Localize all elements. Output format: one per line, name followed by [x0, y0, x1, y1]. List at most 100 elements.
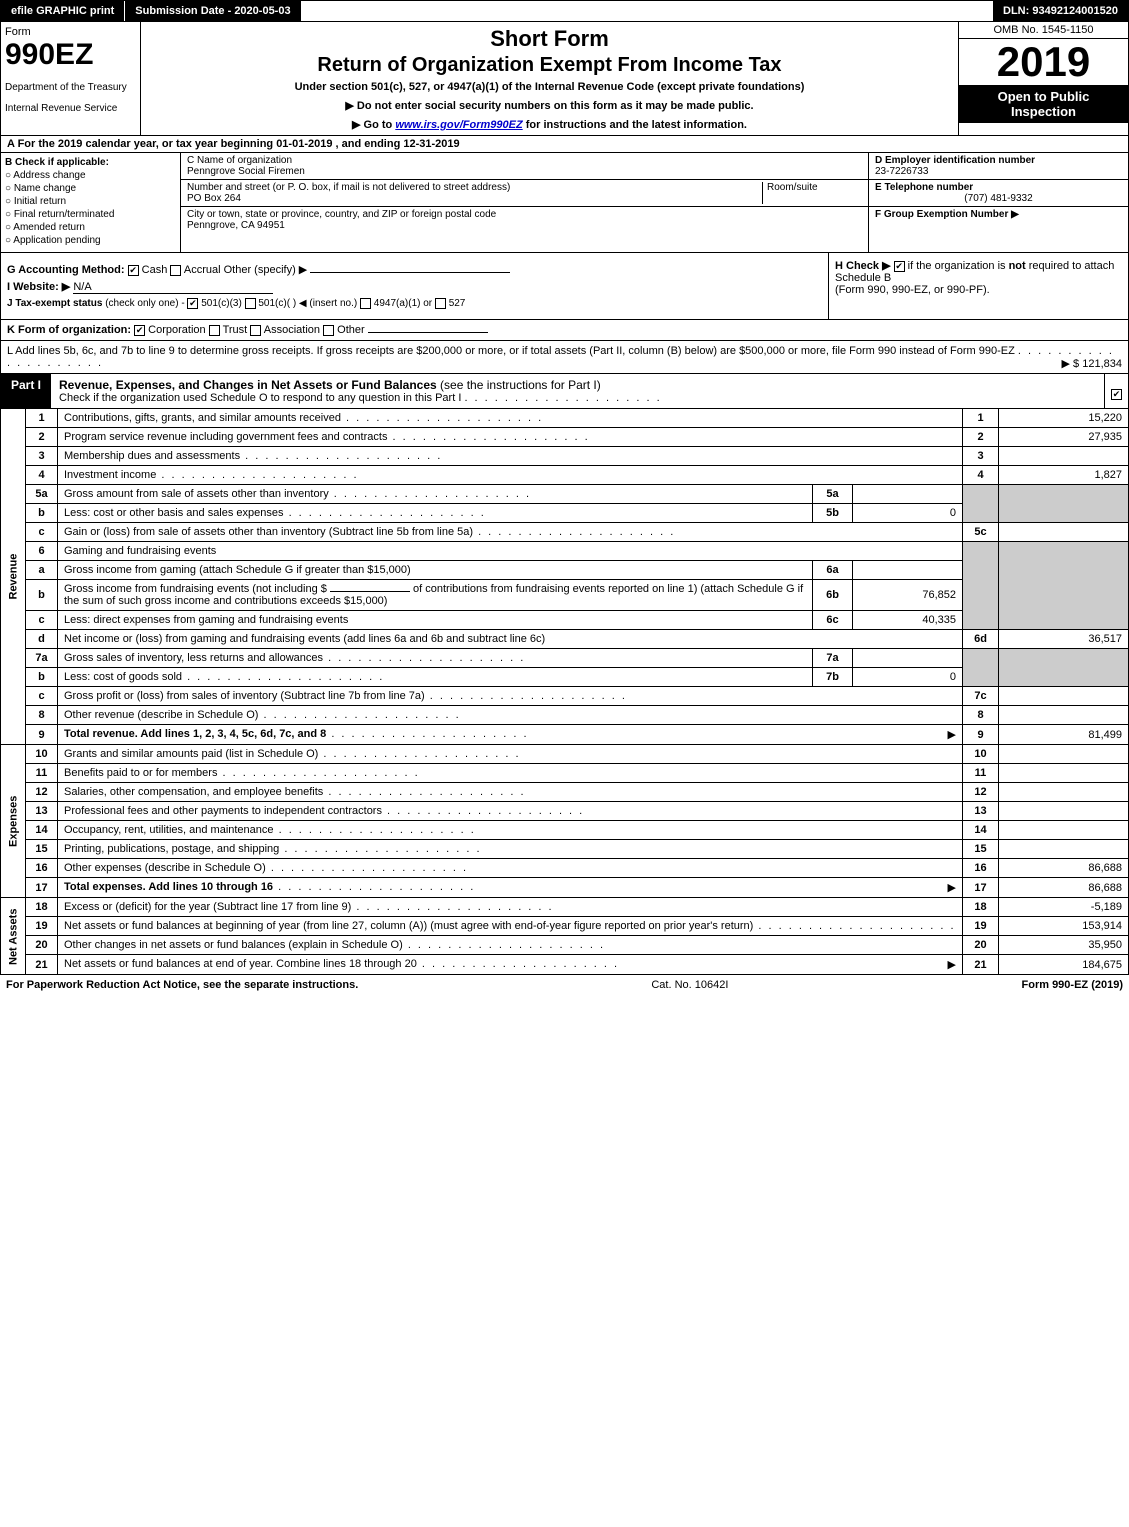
- tax-year: 2019: [959, 39, 1128, 85]
- chk-address-change[interactable]: Address change: [5, 170, 176, 181]
- table-row: c Gross profit or (loss) from sales of i…: [1, 687, 1129, 706]
- e-phone-value: (707) 481-9332: [875, 193, 1122, 204]
- table-row: b Less: cost of goods sold 7b 0: [1, 668, 1129, 687]
- g-other: Other (specify) ▶: [224, 264, 308, 276]
- j-opt4: 527: [449, 298, 466, 309]
- goto-post: for instructions and the latest informat…: [526, 119, 747, 131]
- k-other: Other: [337, 324, 365, 336]
- chk-accrual[interactable]: [170, 265, 181, 276]
- h-not: not: [1009, 260, 1026, 272]
- table-row: 14 Occupancy, rent, utilities, and maint…: [1, 821, 1129, 840]
- c-name-label: C Name of organization: [187, 155, 292, 166]
- expenses-side-label: Expenses: [1, 745, 26, 898]
- addr-value: PO Box 264: [187, 193, 762, 204]
- l-arrow: ▶ $: [1062, 358, 1080, 370]
- part-1-tag: Part I: [1, 374, 51, 408]
- block-c-org-info: C Name of organization Penngrove Social …: [181, 153, 868, 252]
- line-6b-blank[interactable]: [330, 591, 410, 592]
- chk-527[interactable]: [435, 298, 446, 309]
- l-text: L Add lines 5b, 6c, and 7b to line 9 to …: [7, 345, 1015, 357]
- row-l: L Add lines 5b, 6c, and 7b to line 9 to …: [0, 341, 1129, 374]
- open-to-public: Open to Public Inspection: [959, 85, 1128, 123]
- table-row: Expenses 10 Grants and similar amounts p…: [1, 745, 1129, 764]
- header-left: Form 990EZ Department of the Treasury In…: [1, 22, 141, 135]
- table-row: 3 Membership dues and assessments 3: [1, 447, 1129, 466]
- chk-501c3[interactable]: [187, 298, 198, 309]
- header-center: Short Form Return of Organization Exempt…: [141, 22, 958, 135]
- table-row: Net Assets 18 Excess or (deficit) for th…: [1, 898, 1129, 917]
- line-rval: 15,220: [999, 409, 1129, 428]
- c-name-value: Penngrove Social Firemen: [187, 166, 862, 177]
- e-phone-label: E Telephone number: [875, 182, 973, 193]
- table-row: 6 Gaming and fundraising events: [1, 542, 1129, 561]
- k-trust: Trust: [223, 324, 248, 336]
- line-rnum: 1: [963, 409, 999, 428]
- k-other-input[interactable]: [368, 332, 488, 333]
- l-amount: 121,834: [1082, 358, 1122, 370]
- j-opt3: 4947(a)(1) or: [374, 298, 432, 309]
- chk-cash[interactable]: [128, 265, 139, 276]
- chk-amended-return[interactable]: Amended return: [5, 222, 176, 233]
- block-gij-left: G Accounting Method: Cash Accrual Other …: [1, 253, 828, 319]
- table-row: 2 Program service revenue including gove…: [1, 428, 1129, 447]
- chk-name-change[interactable]: Name change: [5, 183, 176, 194]
- chk-corporation[interactable]: [134, 325, 145, 336]
- line-num: 1: [26, 409, 58, 428]
- line-desc: Contributions, gifts, grants, and simila…: [64, 412, 341, 424]
- subtitle: Under section 501(c), 527, or 4947(a)(1)…: [149, 81, 950, 93]
- part-1-check-line: Check if the organization used Schedule …: [59, 392, 461, 404]
- addr-label: Number and street (or P. O. box, if mail…: [187, 182, 510, 193]
- block-b-through-f: B Check if applicable: Address change Na…: [0, 153, 1129, 253]
- b-title: B Check if applicable:: [5, 157, 109, 168]
- footer-right: Form 990-EZ (2019): [1022, 979, 1124, 991]
- j-opt1: 501(c)(3): [201, 298, 242, 309]
- chk-association[interactable]: [250, 325, 261, 336]
- h-text3: (Form 990, 990-EZ, or 990-PF).: [835, 284, 990, 296]
- part-1-schedule-o-checkbox[interactable]: [1104, 374, 1128, 408]
- i-website-value: N/A: [73, 281, 273, 294]
- chk-h[interactable]: [894, 261, 905, 272]
- footer-left: For Paperwork Reduction Act Notice, see …: [6, 979, 358, 991]
- table-row: 5a Gross amount from sale of assets othe…: [1, 485, 1129, 504]
- warn-goto: ▶ Go to www.irs.gov/Form990EZ for instru…: [149, 118, 950, 131]
- topbar: efile GRAPHIC print Submission Date - 20…: [0, 0, 1129, 22]
- table-row: b Gross income from fundraising events (…: [1, 580, 1129, 611]
- header-right: OMB No. 1545-1150 2019 Open to Public In…: [958, 22, 1128, 135]
- g-other-input[interactable]: [310, 272, 510, 273]
- chk-501c[interactable]: [245, 298, 256, 309]
- table-row: c Gain or (loss) from sale of assets oth…: [1, 523, 1129, 542]
- chk-other[interactable]: [323, 325, 334, 336]
- table-row: 16 Other expenses (describe in Schedule …: [1, 859, 1129, 878]
- table-row: 21 Net assets or fund balances at end of…: [1, 955, 1129, 975]
- j-sub: (check only one) -: [105, 298, 187, 309]
- chk-application-pending[interactable]: Application pending: [5, 235, 176, 246]
- block-b-checkboxes: B Check if applicable: Address change Na…: [1, 153, 181, 252]
- part-1-title-sub: (see the instructions for Part I): [440, 378, 601, 392]
- irs-link[interactable]: www.irs.gov/Form990EZ: [395, 119, 522, 131]
- chk-initial-return[interactable]: Initial return: [5, 196, 176, 207]
- form-word: Form: [5, 26, 136, 38]
- efile-graphic-print-button[interactable]: efile GRAPHIC print: [1, 1, 125, 21]
- k-corp: Corporation: [148, 324, 205, 336]
- chk-4947[interactable]: [360, 298, 371, 309]
- chk-final-return[interactable]: Final return/terminated: [5, 209, 176, 220]
- net-assets-side-label: Net Assets: [1, 898, 26, 975]
- table-row: 7a Gross sales of inventory, less return…: [1, 649, 1129, 668]
- footer-cat-no: Cat. No. 10642I: [358, 979, 1021, 991]
- j-tax-exempt-label: J Tax-exempt status: [7, 298, 102, 309]
- submission-date-label: Submission Date - 2020-05-03: [125, 1, 300, 21]
- department-label: Department of the Treasury: [5, 82, 136, 93]
- table-row: 17 Total expenses. Add lines 10 through …: [1, 878, 1129, 898]
- table-row: c Less: direct expenses from gaming and …: [1, 611, 1129, 630]
- irs-label: Internal Revenue Service: [5, 103, 136, 114]
- f-group-exemption-label: F Group Exemption Number ▶: [875, 209, 1019, 220]
- part-1-header: Part I Revenue, Expenses, and Changes in…: [0, 374, 1129, 409]
- h-text1: if the organization is: [908, 260, 1009, 272]
- part-1-title: Revenue, Expenses, and Changes in Net As…: [59, 378, 437, 392]
- j-opt2: 501(c)( ) ◀ (insert no.): [258, 298, 357, 309]
- page-footer: For Paperwork Reduction Act Notice, see …: [0, 975, 1129, 995]
- table-row: 20 Other changes in net assets or fund b…: [1, 936, 1129, 955]
- k-assoc: Association: [264, 324, 320, 336]
- block-d-e-f: D Employer identification number 23-7226…: [868, 153, 1128, 252]
- chk-trust[interactable]: [209, 325, 220, 336]
